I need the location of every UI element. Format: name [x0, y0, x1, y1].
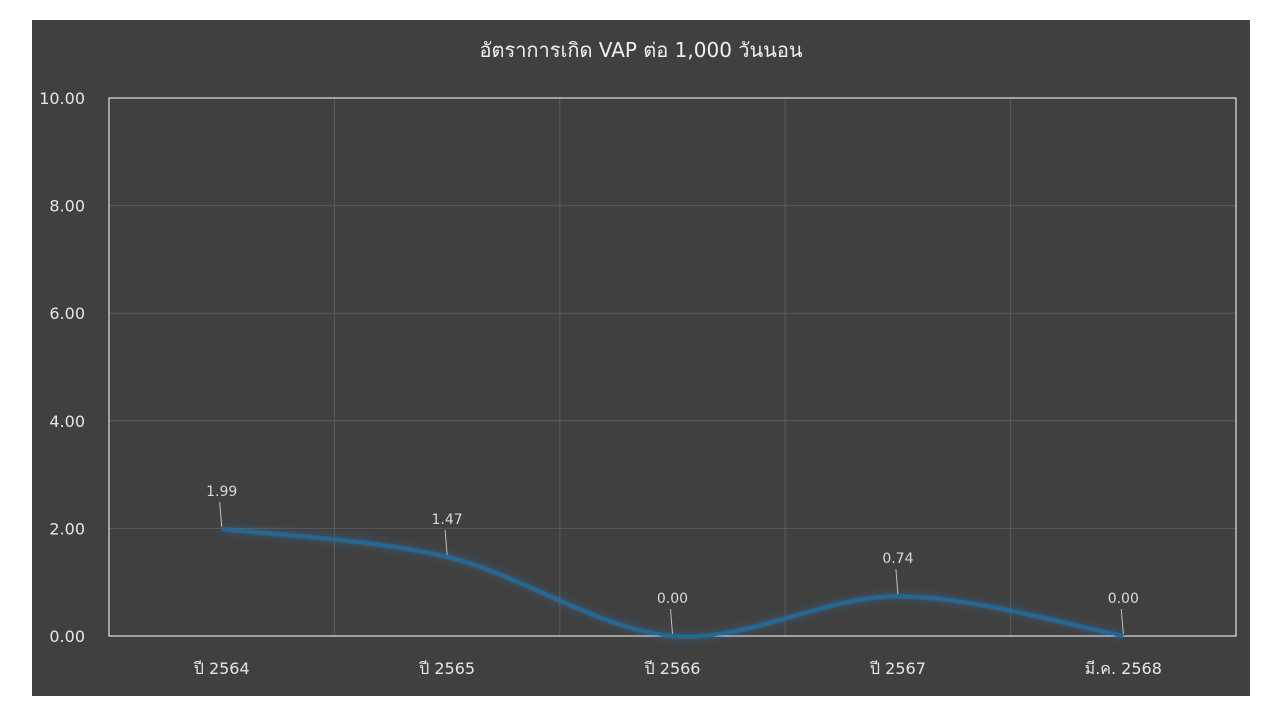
data-labels: 1.99 1.47 0.00 0.74 0.00: [206, 484, 1139, 635]
x-tick-label: ปี 2565: [419, 659, 475, 678]
series-line: [221, 527, 1124, 639]
data-label-leader: [219, 501, 223, 527]
x-tick-label: ปี 2567: [870, 659, 926, 678]
line-chart: อัตราการเกิด VAP ต่อ 1,000 วันนอน 0.00 2.…: [39, 38, 1237, 678]
y-tick-label: 10.00: [39, 89, 85, 108]
data-label: 1.99: [206, 484, 237, 500]
x-axis: ปี 2564 ปี 2565 ปี 2566 ปี 2567 มี.ค. 2568: [193, 659, 1162, 678]
grid-lines: [109, 97, 1236, 637]
data-label-leader: [895, 569, 899, 595]
x-tick-label: ปี 2564: [193, 659, 249, 678]
series-line-glow: [221, 526, 1124, 640]
x-tick-label: มี.ค. 2568: [1085, 659, 1162, 678]
data-label-leader: [670, 608, 673, 635]
y-tick-label: 2.00: [49, 519, 85, 538]
chart-panel: อัตราการเกิด VAP ต่อ 1,000 วันนอน 0.00 2.…: [32, 20, 1250, 696]
y-axis: 0.00 2.00 4.00 6.00 8.00 10.00: [39, 89, 85, 646]
data-label: 1.47: [432, 512, 463, 528]
data-label: 0.74: [882, 551, 913, 567]
x-tick-label: ปี 2566: [644, 659, 700, 678]
y-tick-label: 6.00: [49, 304, 85, 323]
chart-title: อัตราการเกิด VAP ต่อ 1,000 วันนอน: [479, 38, 802, 62]
series-layer: [221, 526, 1124, 640]
y-tick-label: 0.00: [49, 627, 85, 646]
data-label-leader: [1120, 608, 1124, 635]
data-label-leader: [444, 529, 448, 555]
data-label: 0.00: [1108, 591, 1139, 607]
plot-area-border: [108, 97, 1237, 637]
y-tick-label: 4.00: [49, 412, 85, 431]
y-tick-label: 8.00: [49, 197, 85, 216]
data-label: 0.00: [657, 591, 688, 607]
